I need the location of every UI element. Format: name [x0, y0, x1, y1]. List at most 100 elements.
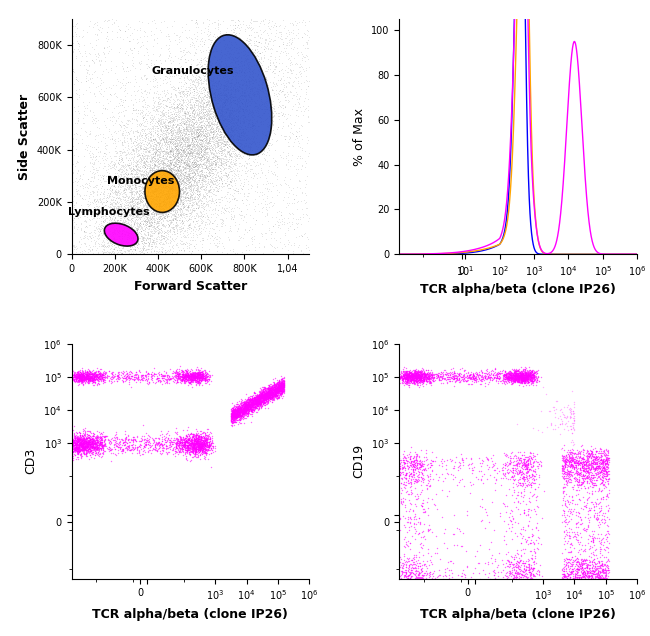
- Point: [158, 116, 168, 127]
- Point: [256, 396, 266, 406]
- Point: [155, 177, 166, 188]
- Point: [182, 102, 192, 113]
- Point: [196, 147, 206, 157]
- Point: [603, 501, 613, 511]
- Point: [448, 373, 459, 383]
- Point: [181, 122, 191, 132]
- Point: [185, 88, 195, 98]
- Point: [404, 567, 414, 577]
- Point: [246, 145, 257, 155]
- Point: [181, 190, 191, 200]
- Point: [192, 431, 203, 441]
- Point: [247, 399, 257, 410]
- Point: [195, 443, 205, 453]
- Point: [112, 373, 123, 383]
- Point: [192, 372, 203, 382]
- Point: [199, 74, 209, 84]
- Point: [83, 441, 94, 451]
- Point: [566, 579, 576, 589]
- Point: [169, 172, 179, 182]
- Point: [571, 455, 581, 465]
- Point: [256, 65, 266, 75]
- Point: [171, 147, 181, 157]
- Point: [517, 459, 528, 469]
- Point: [213, 125, 223, 135]
- Point: [237, 233, 248, 243]
- Point: [89, 172, 99, 183]
- Point: [202, 146, 213, 156]
- Point: [161, 216, 172, 226]
- Point: [183, 170, 194, 180]
- Point: [183, 109, 194, 120]
- Point: [398, 375, 408, 385]
- Point: [128, 204, 138, 214]
- Point: [158, 204, 168, 214]
- Point: [109, 432, 120, 442]
- Point: [578, 576, 589, 586]
- Point: [573, 522, 583, 532]
- Point: [197, 436, 207, 446]
- Point: [155, 172, 165, 182]
- Point: [586, 536, 596, 546]
- Point: [135, 200, 145, 211]
- Point: [169, 84, 179, 94]
- Point: [189, 194, 200, 204]
- Point: [405, 582, 415, 592]
- Point: [153, 162, 163, 172]
- Point: [228, 410, 239, 420]
- Point: [518, 558, 528, 568]
- Point: [141, 187, 151, 197]
- Point: [424, 567, 435, 577]
- Point: [147, 168, 157, 178]
- Point: [595, 505, 606, 515]
- Point: [168, 176, 178, 186]
- Point: [203, 174, 213, 184]
- Point: [214, 172, 225, 183]
- Point: [205, 116, 216, 127]
- Point: [199, 438, 209, 448]
- Point: [519, 374, 529, 384]
- Point: [255, 391, 266, 401]
- Point: [255, 390, 266, 400]
- Point: [205, 124, 215, 134]
- Point: [200, 99, 210, 109]
- Point: [77, 370, 88, 380]
- Point: [192, 74, 203, 85]
- Point: [80, 442, 90, 452]
- Point: [174, 148, 184, 158]
- Point: [187, 193, 198, 204]
- Point: [255, 385, 265, 396]
- Point: [98, 448, 108, 458]
- Point: [410, 375, 421, 385]
- Point: [202, 155, 212, 165]
- Point: [209, 64, 219, 74]
- Point: [182, 146, 192, 156]
- Point: [176, 112, 187, 122]
- Point: [287, 209, 298, 219]
- Point: [113, 165, 124, 176]
- Point: [170, 151, 180, 161]
- Point: [237, 405, 248, 415]
- Point: [270, 384, 280, 394]
- Point: [202, 144, 212, 154]
- Point: [396, 560, 406, 570]
- Point: [601, 466, 611, 476]
- Point: [138, 174, 149, 184]
- Point: [207, 141, 217, 151]
- Point: [274, 378, 284, 388]
- Point: [603, 480, 613, 490]
- Point: [248, 396, 258, 406]
- Point: [99, 226, 109, 236]
- Point: [160, 141, 170, 151]
- Point: [140, 200, 151, 211]
- Point: [530, 570, 540, 581]
- Point: [592, 580, 602, 590]
- Point: [135, 196, 146, 206]
- Point: [413, 569, 423, 579]
- Point: [214, 142, 225, 153]
- Point: [73, 369, 84, 379]
- Point: [302, 43, 312, 53]
- Point: [213, 172, 224, 183]
- Point: [135, 141, 145, 151]
- Point: [83, 65, 93, 75]
